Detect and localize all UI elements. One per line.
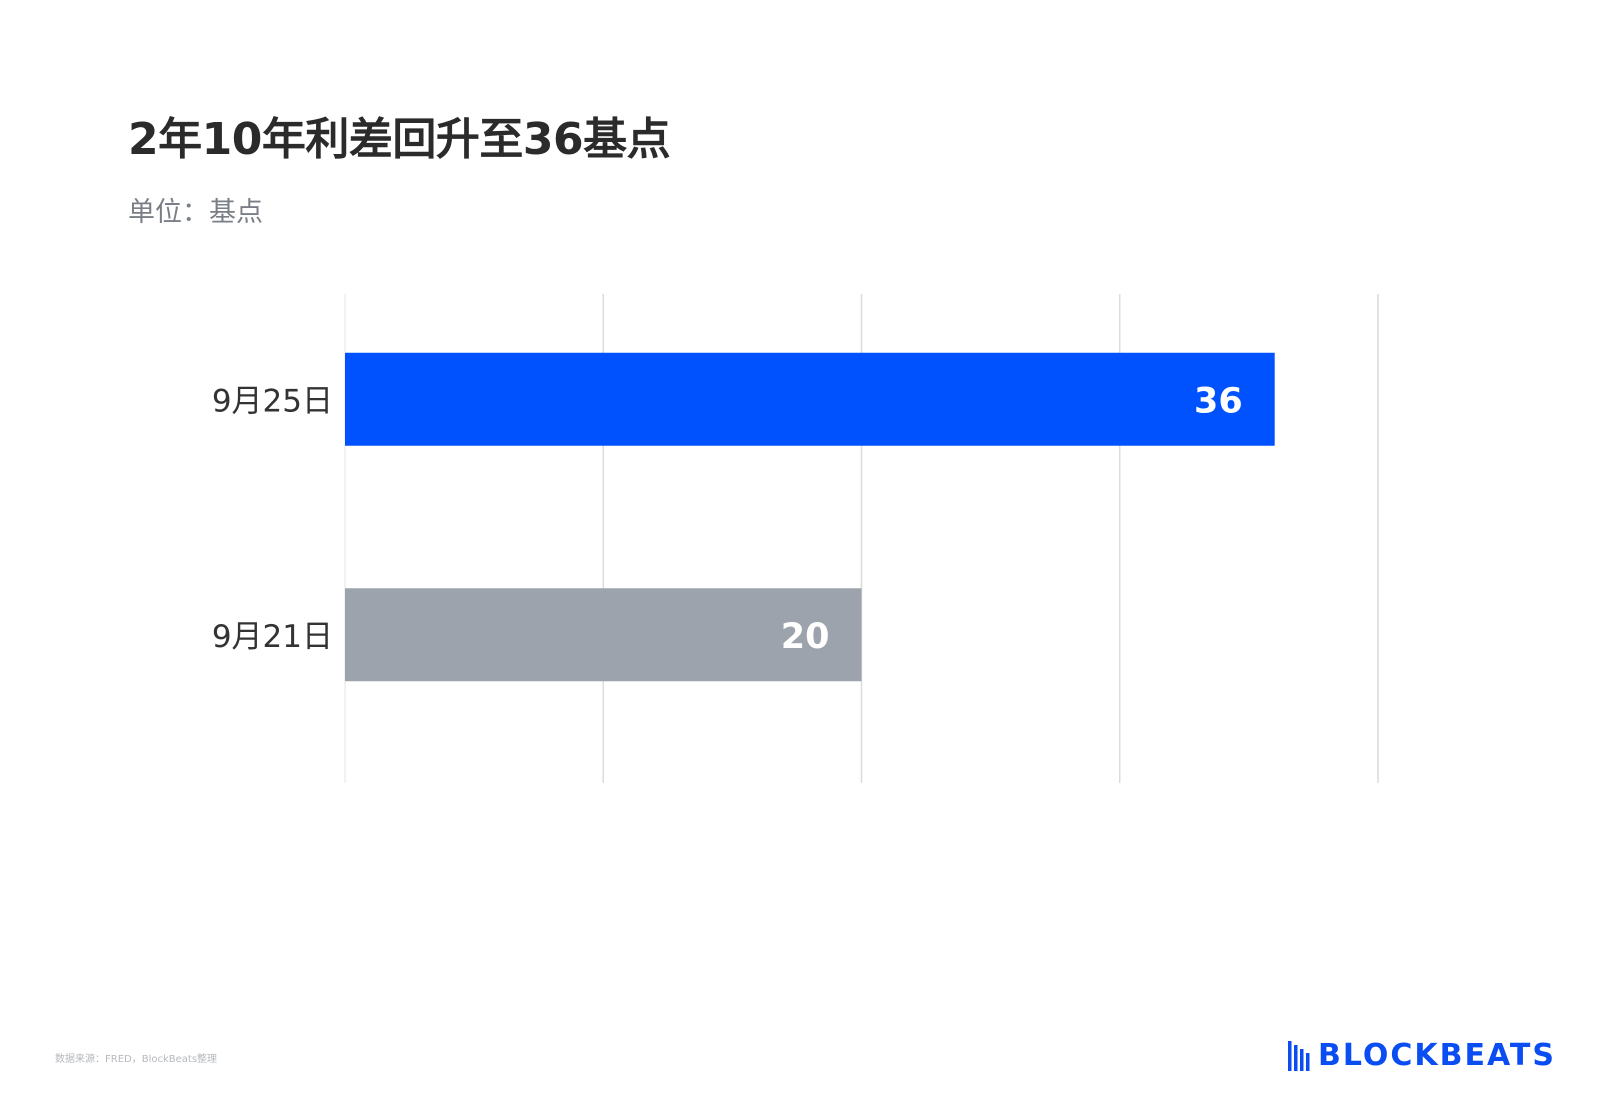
category-label: 9月21日 [212, 619, 333, 655]
data-label: 20 [781, 617, 830, 657]
blockbeats-logo-text: BLOCKBEATS [1318, 1038, 1556, 1073]
bars [345, 352, 1275, 682]
labels: 9月25日 36 9月21日 20 [212, 381, 1243, 657]
bar [345, 588, 862, 682]
blockbeats-logo: BLOCKBEATS [1288, 1038, 1556, 1074]
bar [345, 352, 1275, 446]
data-label: 36 [1194, 381, 1243, 421]
category-label: 9月25日 [212, 383, 333, 419]
chart-subtitle: 单位：基点 [128, 197, 263, 228]
chart-title: 2年10年利差回升至36基点 [128, 114, 671, 165]
blockbeats-logo-icon [1288, 1041, 1310, 1071]
data-source-note: 数据来源：FRED，BlockBeats整理 [55, 1054, 218, 1065]
